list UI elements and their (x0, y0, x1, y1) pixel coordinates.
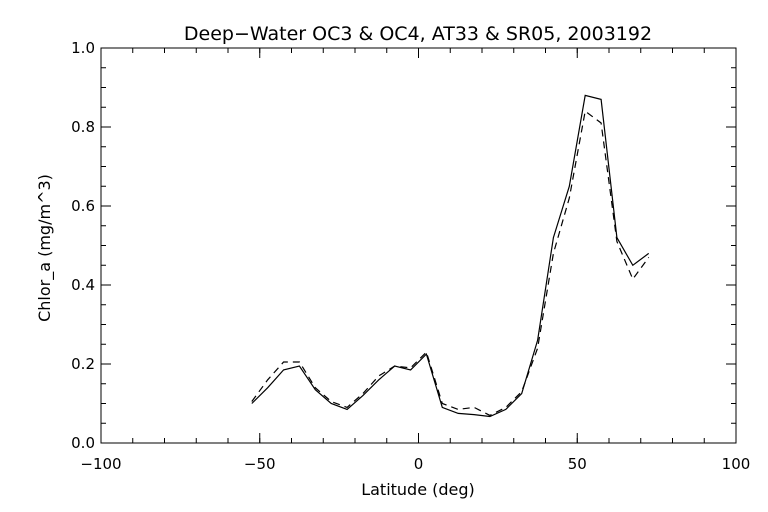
x-tick-label: 0 (414, 455, 424, 473)
y-tick-label: 0.6 (71, 197, 95, 215)
y-tick-label: 0.0 (71, 434, 95, 452)
y-axis-label: Chlor_a (mg/m^3) (35, 174, 55, 322)
y-tick-label: 0.4 (71, 276, 95, 294)
y-tick-label: 0.2 (71, 355, 95, 373)
chart-title: Deep−Water OC3 & OC4, AT33 & SR05, 20031… (184, 23, 652, 45)
y-tick-label: 0.8 (71, 118, 95, 136)
x-tick-label: −50 (244, 455, 276, 473)
x-tick-label: −100 (80, 455, 121, 473)
x-axis-label: Latitude (deg) (361, 480, 475, 499)
plot-frame (100, 47, 737, 444)
y-tick-label: 1.0 (71, 39, 95, 57)
series-line-solid (251, 94, 650, 418)
plot-area: −100 −50 0 50 100 0.0 0.2 0.4 0.6 0.8 1.0 (71, 39, 750, 473)
series-line-dashed (251, 110, 650, 417)
x-tick-label: 100 (722, 455, 751, 473)
x-tick-label: 50 (568, 455, 587, 473)
